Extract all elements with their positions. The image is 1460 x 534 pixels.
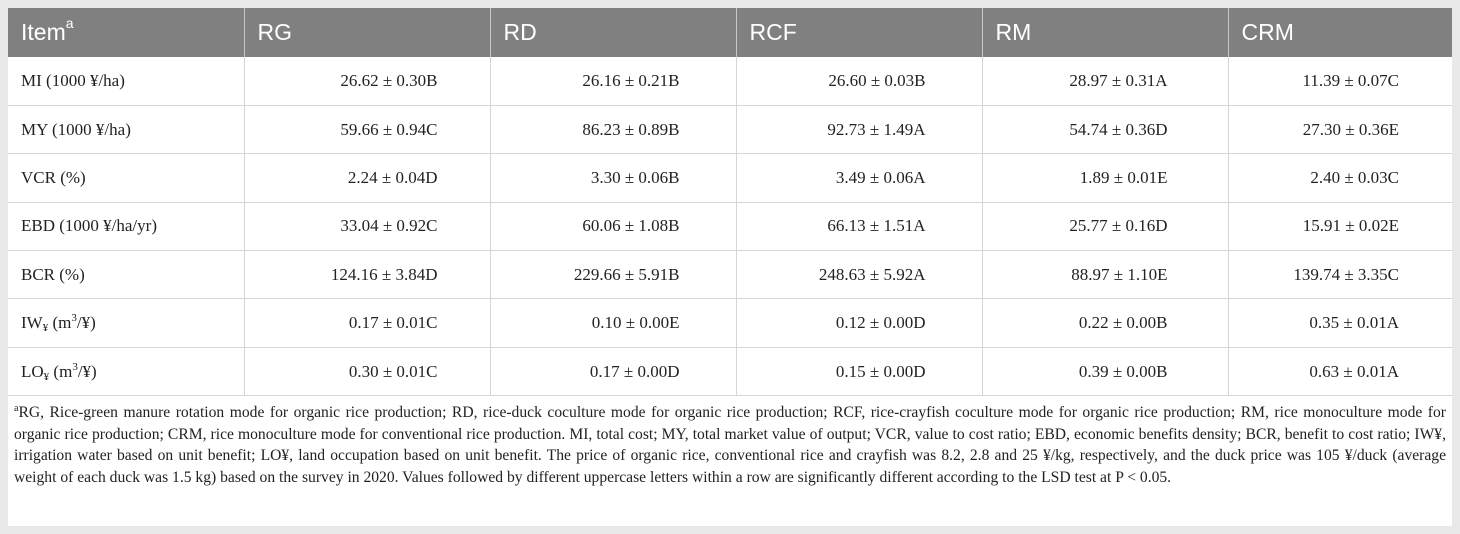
table-cell: 26.60 ± 0.03B <box>736 57 983 106</box>
table-header: Itema RG RD RCF RM CRM <box>8 8 1452 57</box>
table-cell: 25.77 ± 0.16D <box>982 202 1229 252</box>
table-cell: 2.24 ± 0.04D <box>244 153 491 203</box>
row-label-unit: (m <box>48 313 72 333</box>
row-label-unit-end: /¥) <box>76 313 96 333</box>
header-col-rd: RD <box>490 8 737 57</box>
table-cell: 3.49 ± 0.06A <box>736 153 983 203</box>
row-label-main: BCR (%) <box>21 264 85 284</box>
row-label-superscript: 3 <box>71 312 77 325</box>
table-row: MY (1000 ¥/ha) 59.66 ± 0.94C 86.23 ± 0.89B… <box>8 105 1452 155</box>
row-label: EBD (1000 ¥/ha/yr) <box>8 202 245 252</box>
table-cell: 26.16 ± 0.21B <box>490 57 737 106</box>
table-row: LO¥ (m3/¥) 0.30 ± 0.01C 0.17 ± 0.00D 0.15 ±… <box>8 347 1452 397</box>
row-label-unit: (m <box>49 361 73 381</box>
table-cell: 26.62 ± 0.30B <box>244 57 491 106</box>
economic-benefits-table: Itema RG RD RCF RM CRM MI (1000 ¥/ha) 26.… <box>8 8 1452 397</box>
table-footnote: aRG, Rice-green manure rotation mode for… <box>8 396 1452 488</box>
table-cell: 11.39 ± 0.07C <box>1228 57 1452 106</box>
header-col-rcf: RCF <box>736 8 983 57</box>
table-cell: 28.97 ± 0.31A <box>982 57 1229 106</box>
row-label-subscript: ¥ <box>43 370 50 383</box>
table-cell: 0.22 ± 0.00B <box>982 298 1229 348</box>
row-label: LO¥ (m3/¥) <box>8 347 245 397</box>
table-cell: 33.04 ± 0.92C <box>244 202 491 252</box>
table-row: MI (1000 ¥/ha) 26.62 ± 0.30B 26.16 ± 0.21B… <box>8 57 1452 106</box>
row-label-main: LO <box>21 361 44 381</box>
row-label-main: MI (1000 ¥/ha) <box>21 70 125 90</box>
row-label-unit-end: /¥) <box>77 361 97 381</box>
table-cell: 2.40 ± 0.03C <box>1228 153 1452 203</box>
header-col-crm: CRM <box>1241 19 1294 45</box>
table-cell: 0.17 ± 0.01C <box>244 298 491 348</box>
table-cell: 88.97 ± 1.10E <box>982 250 1229 300</box>
table-cell: 59.66 ± 0.94C <box>244 105 491 155</box>
header-row: Itema RG RD RCF RM CRM <box>8 8 1452 57</box>
row-label-subscript: ¥ <box>42 322 49 335</box>
table-cell: 66.13 ± 1.51A <box>736 202 983 252</box>
row-label-main: MY (1000 ¥/ha) <box>21 119 131 139</box>
table-cell: 15.91 ± 0.02E <box>1228 202 1452 252</box>
table-cell: 60.06 ± 1.08B <box>490 202 737 252</box>
table-cell: 0.15 ± 0.00D <box>736 347 983 397</box>
table-cell: 0.17 ± 0.00D <box>490 347 737 397</box>
header-col-rm: RM <box>982 8 1229 57</box>
footnote-text: RG, Rice-green manure rotation mode for … <box>14 404 1446 486</box>
row-label-main: IW <box>21 313 43 333</box>
row-label-main: VCR (%) <box>21 167 86 187</box>
header-item: Itema <box>8 8 245 57</box>
table-cell: 124.16 ± 3.84D <box>244 250 491 300</box>
row-label: BCR (%) <box>8 250 245 300</box>
table-cell: 86.23 ± 0.89B <box>490 105 737 155</box>
table-cell: 0.10 ± 0.00E <box>490 298 737 348</box>
table-row: BCR (%) 124.16 ± 3.84D 229.66 ± 5.91B 248.6… <box>8 250 1452 300</box>
row-label: MY (1000 ¥/ha) <box>8 105 245 155</box>
table-frame: Itema RG RD RCF RM CRM MI (1000 ¥/ha) 26.… <box>8 8 1452 526</box>
table-cell: 0.12 ± 0.00D <box>736 298 983 348</box>
table-row: VCR (%) 2.24 ± 0.04D 3.30 ± 0.06B 3.49 ± 0.… <box>8 153 1452 203</box>
table-cell: 54.74 ± 0.36D <box>982 105 1229 155</box>
table-cell: 27.30 ± 0.36E <box>1228 105 1452 155</box>
row-label: VCR (%) <box>8 153 245 203</box>
table-cell: 3.30 ± 0.06B <box>490 153 737 203</box>
table-cell: 0.63 ± 0.01A <box>1228 347 1452 397</box>
row-label: MI (1000 ¥/ha) <box>8 57 245 106</box>
header-item-label: Item <box>21 19 66 45</box>
table-body: MI (1000 ¥/ha) 26.62 ± 0.30B 26.16 ± 0.21B… <box>8 57 1452 397</box>
header-col-rg: RG <box>244 8 491 57</box>
table-cell: 229.66 ± 5.91B <box>490 250 737 300</box>
table-cell: 139.74 ± 3.35C <box>1228 250 1452 300</box>
table-row: EBD (1000 ¥/ha/yr) 33.04 ± 0.92C 60.06 ± 1… <box>8 202 1452 252</box>
table-row: IW¥ (m3/¥) 0.17 ± 0.01C 0.10 ± 0.00E 0.12 ±… <box>8 298 1452 348</box>
header-item-footnote-mark: a <box>65 15 74 32</box>
table-cell: 0.35 ± 0.01A <box>1228 298 1452 348</box>
table-cell: 1.89 ± 0.01E <box>982 153 1229 203</box>
table-cell: 0.30 ± 0.01C <box>244 347 491 397</box>
table-cell: 0.39 ± 0.00B <box>982 347 1229 397</box>
row-label-superscript: 3 <box>72 360 78 373</box>
row-label: IW¥ (m3/¥) <box>8 298 245 348</box>
table-cell: 92.73 ± 1.49A <box>736 105 983 155</box>
table-cell: 248.63 ± 5.92A <box>736 250 983 300</box>
row-label-main: EBD (1000 ¥/ha/yr) <box>21 216 157 236</box>
footnote-mark: a <box>14 403 19 415</box>
